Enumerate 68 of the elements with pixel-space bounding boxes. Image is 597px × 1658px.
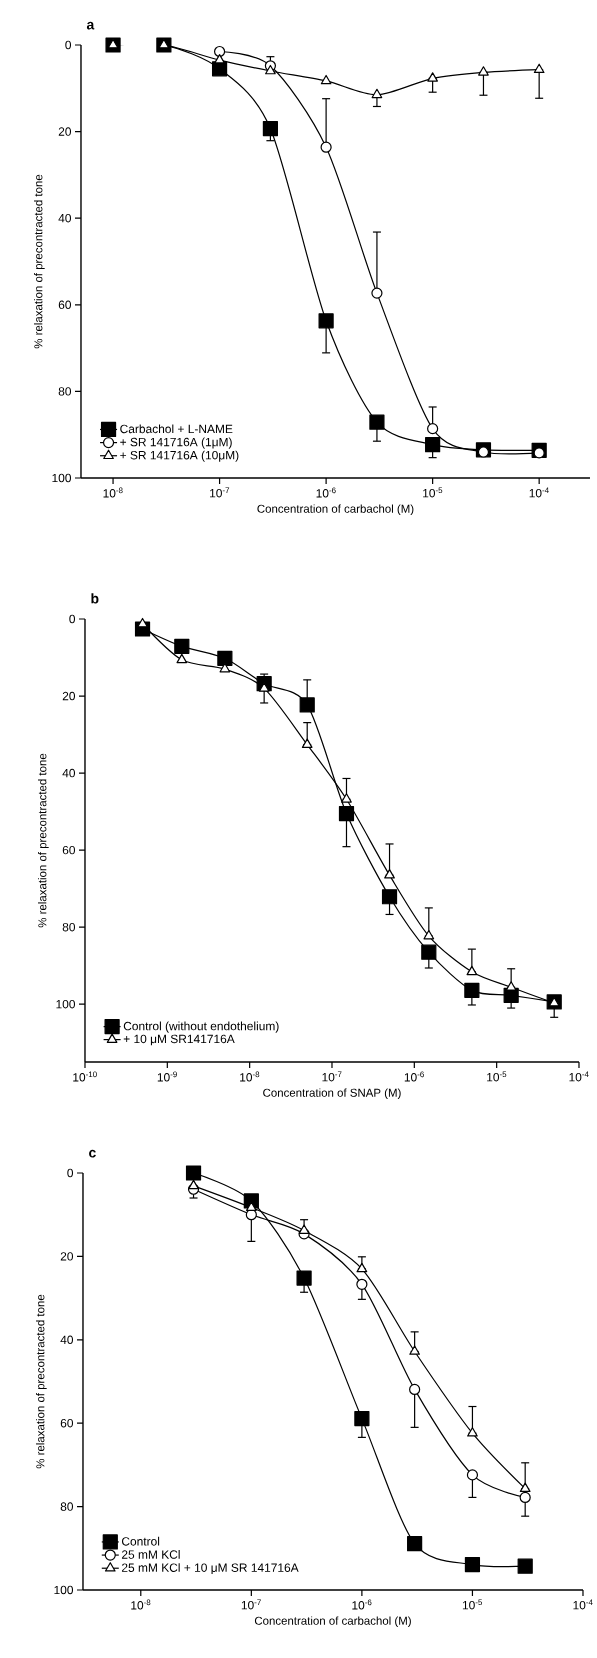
point bbox=[217, 650, 233, 666]
point bbox=[382, 889, 398, 905]
legend-label: 25 mM KCl bbox=[122, 1550, 180, 1559]
point bbox=[505, 981, 517, 991]
y-tick-label: 60 bbox=[60, 1418, 74, 1428]
y-axis-title: % relaxation of precontracted tone bbox=[38, 753, 49, 928]
x-tick-label: 10$^{-7}$ bbox=[322, 1071, 342, 1082]
x-tick-label: 10$^{-8}$ bbox=[240, 1071, 260, 1082]
point bbox=[423, 929, 435, 940]
x-tick-label: 10$^{-10}$ bbox=[73, 1071, 97, 1082]
point bbox=[258, 682, 270, 692]
x-tick-label: 10$^{-5}$ bbox=[423, 487, 443, 498]
x-tick-label: 10$^{-9}$ bbox=[157, 1071, 177, 1082]
x-axis-title: Concentration of carbachol (M) bbox=[257, 504, 414, 516]
x-tick-label: 10$^{-5}$ bbox=[463, 1599, 483, 1610]
y-tick-label: 0 bbox=[69, 614, 76, 624]
y-tick-label: 80 bbox=[62, 922, 76, 932]
legend-label: Control (without endothelium) bbox=[123, 1021, 279, 1033]
x-tick-label: 10$^{-6}$ bbox=[316, 487, 336, 498]
y-tick-label: 20 bbox=[62, 691, 76, 701]
point bbox=[384, 869, 396, 879]
point bbox=[299, 697, 315, 713]
y-tick-label: 60 bbox=[58, 300, 72, 310]
y-tick-label: 0 bbox=[67, 1168, 74, 1178]
y-tick-label: 20 bbox=[58, 127, 72, 136]
chart-title: b bbox=[91, 593, 99, 604]
y-tick-label: 80 bbox=[58, 387, 72, 396]
x-axis-title: Concentration of carbachol (M) bbox=[255, 1616, 412, 1628]
legend-label: + 10 μM SR141716A bbox=[123, 1034, 235, 1046]
y-tick-label: 0 bbox=[65, 40, 72, 50]
legend-label: + SR 141716A (1μM) bbox=[120, 437, 232, 449]
y-tick-label: 100 bbox=[56, 999, 76, 1009]
legend-label: Control bbox=[122, 1536, 160, 1546]
x-tick-label: 10$^{-8}$ bbox=[131, 1599, 151, 1610]
x-tick-label: 10$^{-5}$ bbox=[487, 1071, 507, 1082]
y-tick-label: 20 bbox=[60, 1252, 74, 1261]
y-tick-label: 40 bbox=[62, 768, 76, 778]
legend-label: 25 mM KCl + 10 μM SR 141716A bbox=[122, 1563, 299, 1575]
x-tick-label: 10$^{-8}$ bbox=[103, 487, 123, 498]
y-tick-label: 60 bbox=[62, 845, 76, 855]
legend-label: + SR 141716A (10μM) bbox=[120, 450, 239, 462]
y-axis-title: % relaxation of precontracted tone bbox=[36, 1294, 47, 1469]
x-tick-label: 10$^{-4}$ bbox=[569, 1071, 589, 1082]
point bbox=[174, 638, 190, 654]
x-tick-label: 10$^{-6}$ bbox=[352, 1599, 372, 1610]
y-tick-label: 40 bbox=[58, 213, 72, 223]
y-tick-label: 100 bbox=[52, 473, 72, 483]
x-tick-label: 10$^{-7}$ bbox=[241, 1599, 262, 1610]
chart-title: a bbox=[87, 21, 95, 30]
point bbox=[341, 793, 352, 803]
point bbox=[176, 653, 188, 664]
y-tick-label: 100 bbox=[54, 1585, 74, 1595]
x-tick-label: 10$^{-7}$ bbox=[210, 487, 230, 498]
point bbox=[421, 944, 437, 960]
x-axis-title: Concentration of SNAP (M) bbox=[263, 1088, 401, 1100]
y-tick-label: 40 bbox=[60, 1335, 74, 1345]
x-tick-label: 10$^{-4}$ bbox=[529, 487, 549, 498]
point bbox=[464, 982, 480, 998]
point bbox=[339, 805, 355, 822]
legend-label: Carbachol + L-NAME bbox=[120, 424, 233, 434]
chart-title: c bbox=[89, 1149, 96, 1158]
x-tick-label: 10$^{-4}$ bbox=[573, 1599, 593, 1610]
point bbox=[466, 965, 478, 976]
x-tick-label: 10$^{-6}$ bbox=[404, 1071, 425, 1082]
y-axis-title: % relaxation of precontracted tone bbox=[34, 174, 45, 349]
point bbox=[219, 662, 231, 673]
y-tick-label: 80 bbox=[60, 1502, 74, 1511]
point bbox=[301, 738, 313, 748]
